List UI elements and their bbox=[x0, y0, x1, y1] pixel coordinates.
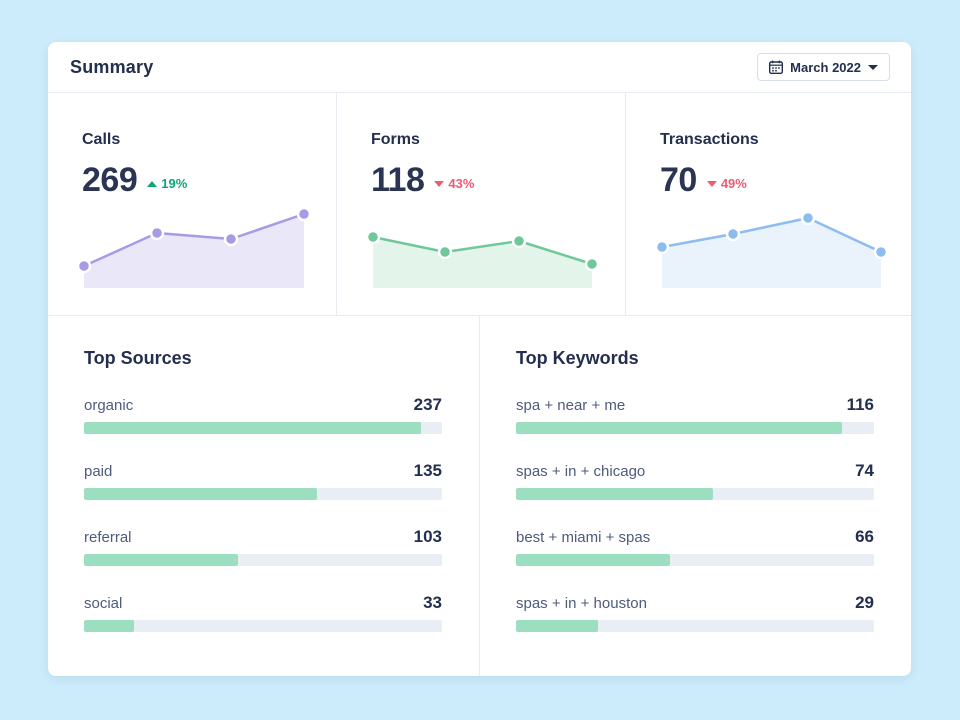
bar-row-value: 103 bbox=[413, 527, 442, 546]
date-range-label: March 2022 bbox=[790, 59, 861, 75]
stat-label: Calls bbox=[82, 131, 121, 148]
bar-row: organic 237 bbox=[84, 395, 442, 434]
bar-row-label: social bbox=[84, 595, 123, 612]
progress-track bbox=[516, 554, 874, 566]
stat-card-forms: Forms 118 43% bbox=[336, 93, 625, 315]
bar-row: best + miami + spas 66 bbox=[516, 527, 874, 566]
bar-row-value: 116 bbox=[846, 395, 874, 414]
trend-down-icon bbox=[434, 180, 445, 187]
progress-track bbox=[516, 620, 874, 632]
progress-track bbox=[84, 620, 442, 632]
stat-card-transactions: Transactions 70 49% bbox=[625, 93, 914, 315]
chevron-down-icon bbox=[868, 65, 878, 70]
bar-row-label: spas + in + houston bbox=[516, 595, 647, 612]
sparkline-point bbox=[584, 256, 600, 272]
bar-row: spa + near + me 116 bbox=[516, 395, 874, 434]
sparkline-point bbox=[800, 210, 816, 226]
bar-row-label: best + miami + spas bbox=[516, 529, 651, 546]
sparkline-point bbox=[654, 239, 670, 255]
bar-row-label: spas + in + chicago bbox=[516, 463, 646, 480]
sparkline-point bbox=[223, 231, 239, 247]
stat-delta-percent: 49% bbox=[720, 176, 747, 191]
bar-row-value: 135 bbox=[413, 461, 442, 480]
bar-row-value: 29 bbox=[855, 593, 874, 612]
bar-row: referral 103 bbox=[84, 527, 442, 566]
bar-row: social 33 bbox=[84, 593, 442, 632]
sparkline-point bbox=[873, 244, 889, 260]
date-range-selector[interactable]: March 2022 bbox=[757, 53, 890, 81]
bar-row-value: 66 bbox=[855, 527, 874, 546]
trend-up-icon bbox=[147, 180, 158, 187]
sparkline-point bbox=[437, 244, 453, 260]
top-sources-rows: organic 237 paid 135 referral 103 social 33 bbox=[84, 395, 442, 632]
summary-card: Summary March 2022 Calls 269 19% Forms 118 43… bbox=[48, 42, 911, 676]
bar-row-value: 237 bbox=[413, 395, 442, 414]
bar-row-label: referral bbox=[84, 529, 132, 546]
bar-row-label: paid bbox=[84, 463, 113, 480]
sparkline-point bbox=[149, 225, 165, 241]
sparkline-point bbox=[511, 233, 527, 249]
bar-row-value: 33 bbox=[423, 593, 442, 612]
card-header: Summary March 2022 bbox=[48, 42, 911, 93]
sparkline-point bbox=[76, 258, 92, 274]
sparkline-point bbox=[725, 226, 741, 242]
progress-track bbox=[84, 488, 442, 500]
trend-down-icon bbox=[706, 180, 717, 187]
progress-fill bbox=[84, 422, 421, 434]
bar-row: paid 135 bbox=[84, 461, 442, 500]
bar-row: spas + in + houston 29 bbox=[516, 593, 874, 632]
calendar-icon bbox=[769, 60, 784, 74]
stat-delta: 43% bbox=[434, 176, 474, 191]
stat-value: 70 bbox=[660, 161, 697, 199]
stat-delta: 19% bbox=[147, 176, 187, 191]
top-sources-panel: Top Sources organic 237 paid 135 referral 103… bbox=[48, 316, 479, 676]
top-keywords-rows: spa + near + me 116 spas + in + chicago 74 b… bbox=[516, 395, 874, 632]
progress-track bbox=[84, 422, 442, 434]
progress-track bbox=[516, 422, 874, 434]
sparkline-point bbox=[365, 229, 381, 245]
bar-row: spas + in + chicago 74 bbox=[516, 461, 874, 500]
stat-value: 269 bbox=[82, 161, 138, 199]
top-sources-title: Top Sources bbox=[84, 348, 192, 368]
progress-fill bbox=[516, 488, 713, 500]
stat-label: Transactions bbox=[660, 131, 759, 148]
stat-value: 118 bbox=[371, 161, 425, 199]
sparkline-calls bbox=[76, 206, 312, 288]
bar-row-value: 74 bbox=[855, 461, 874, 480]
progress-track bbox=[516, 488, 874, 500]
progress-track bbox=[84, 554, 442, 566]
page-title: Summary bbox=[70, 56, 154, 77]
stat-card-calls: Calls 269 19% bbox=[48, 93, 336, 315]
bar-row-label: spa + near + me bbox=[516, 397, 626, 414]
progress-fill bbox=[84, 620, 135, 632]
progress-fill bbox=[84, 488, 317, 500]
progress-fill bbox=[516, 422, 842, 434]
bottom-panels: Top Sources organic 237 paid 135 referral 103… bbox=[48, 316, 911, 676]
sparkline-transactions bbox=[654, 210, 889, 288]
stat-label: Forms bbox=[371, 131, 420, 148]
top-keywords-panel: Top Keywords spa + near + me 116 spas + in… bbox=[479, 316, 911, 676]
progress-fill bbox=[516, 554, 670, 566]
progress-fill bbox=[84, 554, 238, 566]
stats-row: Calls 269 19% Forms 118 43% Transactions 70 49% bbox=[48, 93, 911, 316]
bar-row-label: organic bbox=[84, 397, 134, 414]
stat-delta-percent: 43% bbox=[448, 176, 475, 191]
sparkline-forms bbox=[365, 229, 600, 288]
top-keywords-title: Top Keywords bbox=[516, 348, 639, 368]
sparkline-point bbox=[296, 206, 312, 222]
stat-delta: 49% bbox=[706, 176, 747, 191]
progress-fill bbox=[516, 620, 599, 632]
stat-delta-percent: 19% bbox=[161, 176, 188, 191]
